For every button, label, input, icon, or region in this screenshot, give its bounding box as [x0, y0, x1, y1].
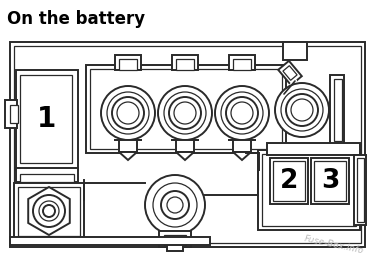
Polygon shape	[119, 152, 137, 160]
Circle shape	[167, 197, 183, 213]
Bar	[334, 79, 342, 141]
Text: On the battery: On the battery	[7, 10, 145, 28]
Circle shape	[145, 175, 205, 235]
Polygon shape	[176, 152, 194, 160]
Circle shape	[226, 97, 258, 129]
Bar	[330, 75, 344, 145]
Circle shape	[158, 86, 212, 140]
Polygon shape	[228, 140, 256, 152]
Text: Fuse-Box.info: Fuse-Box.info	[304, 235, 365, 256]
Bar	[18, 187, 80, 236]
Bar	[357, 158, 364, 222]
Bar	[86, 65, 286, 153]
Text: 3: 3	[321, 168, 339, 194]
Bar	[167, 243, 183, 251]
Bar	[354, 155, 366, 225]
Bar	[311, 158, 349, 204]
Polygon shape	[283, 66, 297, 80]
Bar	[314, 161, 346, 201]
Bar	[258, 150, 360, 230]
Circle shape	[291, 99, 313, 121]
Circle shape	[169, 97, 201, 129]
Text: 1: 1	[36, 105, 55, 133]
Bar	[164, 235, 186, 245]
Bar	[283, 42, 307, 60]
Bar	[229, 55, 255, 70]
Circle shape	[286, 94, 318, 126]
Bar	[14, 46, 361, 243]
Polygon shape	[114, 140, 142, 152]
Bar	[16, 168, 78, 182]
Text: 2: 2	[280, 168, 298, 194]
Bar	[176, 59, 194, 70]
Bar	[20, 75, 72, 163]
Bar	[115, 55, 141, 70]
Circle shape	[174, 102, 196, 124]
Polygon shape	[278, 61, 302, 85]
Bar	[20, 174, 74, 182]
Bar	[10, 105, 18, 123]
Bar	[233, 59, 251, 70]
Bar	[10, 42, 365, 247]
Bar	[16, 70, 78, 170]
Circle shape	[153, 183, 197, 227]
Circle shape	[164, 92, 206, 134]
Circle shape	[43, 205, 55, 217]
Bar	[90, 69, 282, 149]
Circle shape	[161, 191, 189, 219]
Bar	[10, 237, 210, 245]
Bar	[119, 59, 137, 70]
Bar	[172, 55, 198, 70]
Bar	[267, 143, 360, 155]
Circle shape	[231, 102, 253, 124]
Polygon shape	[233, 152, 251, 160]
Circle shape	[101, 86, 155, 140]
Bar	[262, 154, 356, 226]
Bar	[14, 183, 84, 240]
Bar	[5, 100, 17, 128]
Circle shape	[281, 89, 323, 131]
Polygon shape	[28, 187, 70, 235]
Circle shape	[117, 102, 139, 124]
Circle shape	[107, 92, 149, 134]
Polygon shape	[171, 140, 199, 152]
Circle shape	[39, 201, 59, 221]
Circle shape	[215, 86, 269, 140]
Bar	[273, 161, 305, 201]
Bar	[159, 231, 191, 247]
Circle shape	[221, 92, 263, 134]
Circle shape	[275, 83, 329, 137]
Circle shape	[112, 97, 144, 129]
Circle shape	[33, 195, 65, 227]
Bar	[270, 158, 308, 204]
